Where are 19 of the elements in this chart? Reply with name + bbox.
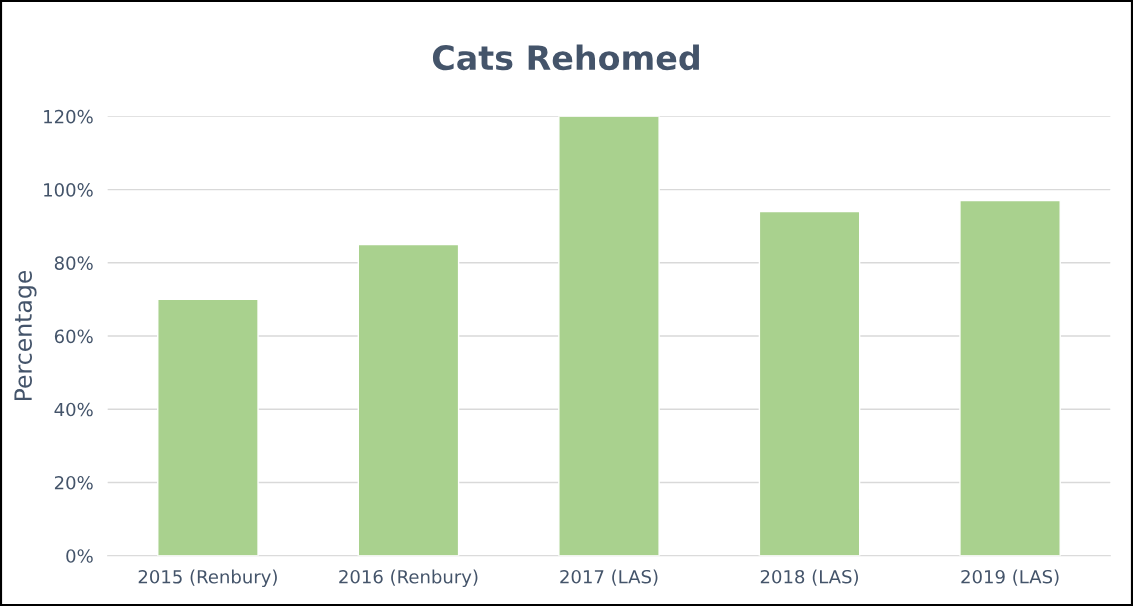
x-tick-label: 2015 (Renbury) <box>138 569 277 588</box>
y-tick-label: 0% <box>66 549 93 563</box>
y-tick-label: 100% <box>44 183 93 197</box>
x-tick-label: 2018 (LAS) <box>760 569 858 586</box>
bar <box>157 298 259 556</box>
x-tick-label: 2017 (LAS) <box>560 569 658 586</box>
y-axis-title: Percentage <box>14 270 37 401</box>
x-tick-label: 2019 (LAS) <box>961 569 1059 586</box>
chart-title: Cats Rehomed <box>432 44 699 71</box>
x-tick-label: 2016 (Renbury) <box>339 569 478 588</box>
y-tick-label: 40% <box>54 402 93 417</box>
y-tick-label: 80% <box>54 256 93 270</box>
y-tick-label: 120% <box>44 109 93 124</box>
bar <box>959 199 1061 556</box>
bar <box>357 243 460 556</box>
bar <box>758 210 861 556</box>
y-tick-label: 60% <box>54 329 93 344</box>
bar <box>558 116 660 556</box>
y-tick-label: 20% <box>54 475 93 490</box>
